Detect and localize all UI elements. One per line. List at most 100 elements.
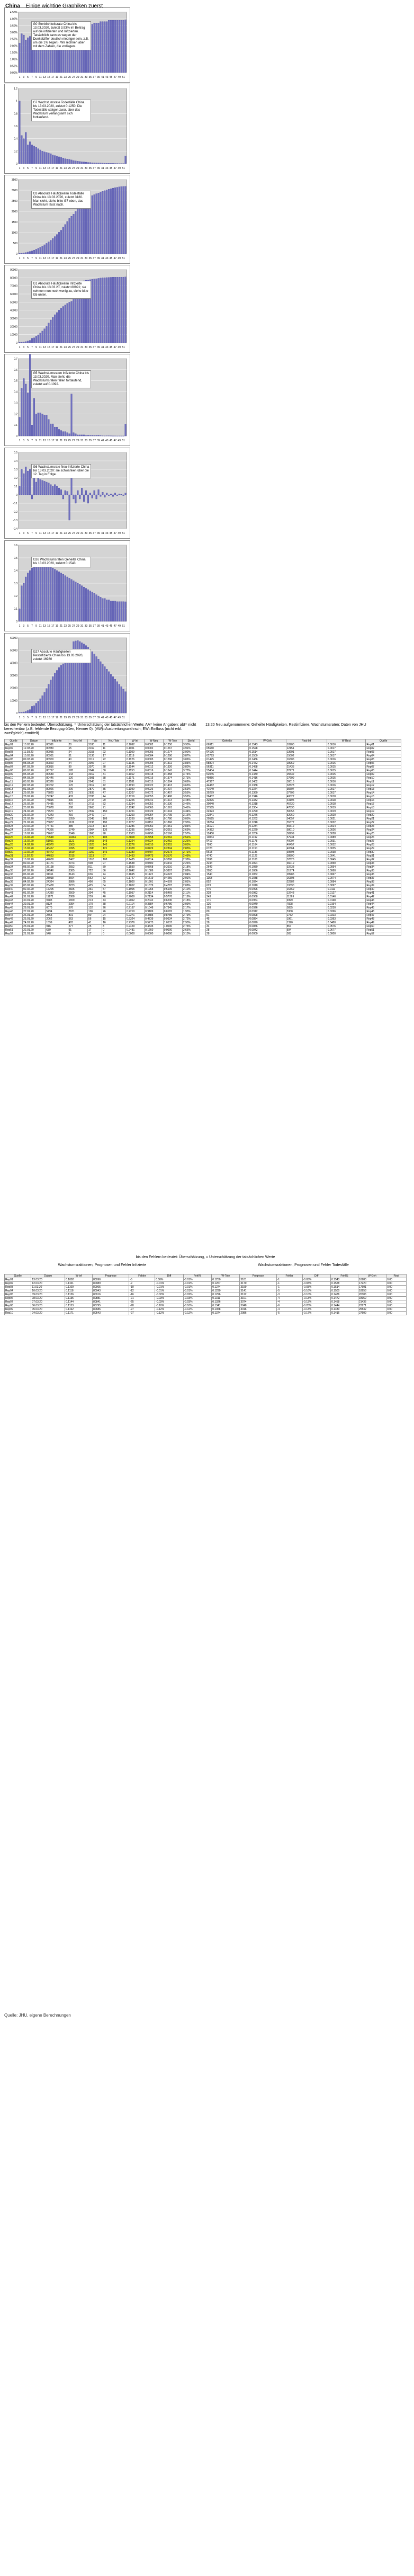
bar xyxy=(93,490,95,495)
x-tick-label: 17 xyxy=(51,76,55,79)
table-cell: 0.0017 xyxy=(326,746,366,751)
table-cell: 38 xyxy=(102,776,126,780)
bar xyxy=(97,23,100,73)
table-cell: 55404 xyxy=(205,769,249,773)
table-cell: Rep52 xyxy=(365,932,401,936)
table-cell: 0.1135 xyxy=(125,761,145,765)
table-cell: 78078 xyxy=(45,806,68,810)
table-cell: 13601 xyxy=(285,750,327,754)
bar xyxy=(43,692,46,714)
table-cell: -0.01% xyxy=(183,1285,212,1289)
table-cell: 0.3176 xyxy=(163,854,183,858)
table-cell: 3042 xyxy=(87,769,103,773)
x-tick-label: 5 xyxy=(27,76,29,79)
page-subtitle: Einige wichtige Graphiken zuerst xyxy=(25,3,103,9)
y-tick-label: 60000 xyxy=(10,293,17,296)
x-tick-label: 33 xyxy=(85,76,88,79)
bar xyxy=(64,575,66,622)
table-cell: 47 xyxy=(102,791,126,795)
table-cell: 44 xyxy=(67,761,88,765)
table-row: Rep06 08.03.20 0.1135 80881 -21 -0.03% -0.03% 0… xyxy=(4,1296,407,1300)
table-cell: 80202 xyxy=(45,783,68,788)
bar xyxy=(102,278,104,343)
table-cell: 12450 xyxy=(205,832,249,836)
table-cell: 0.1178 xyxy=(248,839,286,843)
y-tick-label: 0 xyxy=(16,342,17,345)
x-tick-label: 49 xyxy=(118,439,121,442)
table-cell: 0.0002 xyxy=(144,743,164,747)
table-cell: 24 xyxy=(102,913,126,917)
table-row: Rep28 14.02.20 49970 1503 1523 143 0.1276 0.031… xyxy=(4,843,201,847)
table-row: 171 0.0954 9399 0.0168 Rep43 xyxy=(205,898,401,903)
table-cell: 1016 xyxy=(87,858,103,862)
x-tick-label: 7 xyxy=(31,76,33,79)
bar xyxy=(122,186,124,254)
table1-title: bis den Fehlern bedeutet: Überschätzung,… xyxy=(4,723,196,735)
y-tick-label: 0.7 xyxy=(14,358,17,361)
x-tick-label: 29 xyxy=(76,167,79,170)
y-tick-label: 90000 xyxy=(10,269,17,272)
table-cell: 34 xyxy=(205,924,249,929)
table-cell: 0.1164 xyxy=(248,843,286,847)
table-cell: 0.1514 xyxy=(330,1285,358,1289)
table-cell: 132 xyxy=(87,906,103,910)
table-row: 126 0.0940 7828 0.0194 Rep44 xyxy=(205,902,401,906)
bar xyxy=(35,703,37,714)
table-cell: Rep21 xyxy=(4,817,23,821)
x-tick-label: 51 xyxy=(122,439,125,442)
table-cell: 21435 xyxy=(285,765,327,769)
table-cell: 78485 xyxy=(45,802,68,806)
table-cell: 0.0055 xyxy=(144,795,164,799)
table-cell: 0.1514 xyxy=(248,750,286,754)
bar xyxy=(77,490,79,495)
table-header-cell: W-Geh xyxy=(357,1274,387,1278)
table-row: 65660 0.1528 12151 0.0017 Rep02 xyxy=(205,746,401,751)
table-cell: 0.0097 xyxy=(326,884,366,888)
bar xyxy=(75,433,77,436)
bar xyxy=(70,159,73,164)
bar xyxy=(100,21,102,73)
table-header-cell: W-Tote xyxy=(163,739,183,743)
bar xyxy=(87,589,89,622)
bar xyxy=(73,641,75,714)
table-cell: 0.2262 xyxy=(163,835,183,840)
table-row: 18264 0.1248 55377 0.0022 Rep22 xyxy=(205,821,401,825)
table-cell: 8 xyxy=(102,924,126,929)
table-row: 41649 0.1374 35507 0.0017 Rep13 xyxy=(205,787,401,791)
table-cell: 0.0768 xyxy=(144,865,164,869)
table-cell: 213 xyxy=(87,898,103,903)
table-cell: Rep14 xyxy=(4,791,23,795)
table-row: Rep09 05.03.20 0.1162 80686 -97 -0.12% -0.12% 0… xyxy=(4,1307,407,1312)
table-header-cell: Neu-Inf xyxy=(67,739,88,743)
table-cell: 0.1500 xyxy=(330,1289,358,1293)
x-tick-label: 35 xyxy=(89,257,92,260)
x-tick-label: 19 xyxy=(56,625,59,628)
bar xyxy=(54,427,56,436)
table-cell: 1770 xyxy=(87,835,103,840)
table-row: Rep50 23.01.20 916 277 25 8 0.2429 0.4335 1.0000… xyxy=(4,924,201,929)
table-cell: 1523 xyxy=(87,843,103,847)
table-header-cell: W-Inf xyxy=(65,1274,93,1278)
x-tick-label: 45 xyxy=(110,346,113,349)
bar xyxy=(60,665,62,714)
table-cell: 0.1374 xyxy=(248,787,286,791)
bar xyxy=(97,163,100,164)
table-cell: -12 xyxy=(129,1289,156,1293)
table-cell: 0.1122 xyxy=(248,854,286,858)
x-tick-label: 7 xyxy=(31,346,33,349)
bar xyxy=(77,640,79,714)
table-cell: 0.0018 xyxy=(144,772,164,777)
table-cell: Rep08 xyxy=(365,769,401,773)
bar xyxy=(120,494,122,495)
bar xyxy=(124,691,127,714)
table-cell: 0.2376 xyxy=(125,921,145,925)
bar xyxy=(66,221,68,254)
table-cell: 0.0146 xyxy=(326,895,366,899)
bar xyxy=(58,232,60,254)
bar xyxy=(39,247,41,254)
x-tick-label: 15 xyxy=(47,625,50,628)
table-cell: 56311 xyxy=(205,765,249,769)
y-tick-label: 0.2 xyxy=(14,595,17,598)
bar xyxy=(110,277,112,343)
bar xyxy=(21,585,23,622)
